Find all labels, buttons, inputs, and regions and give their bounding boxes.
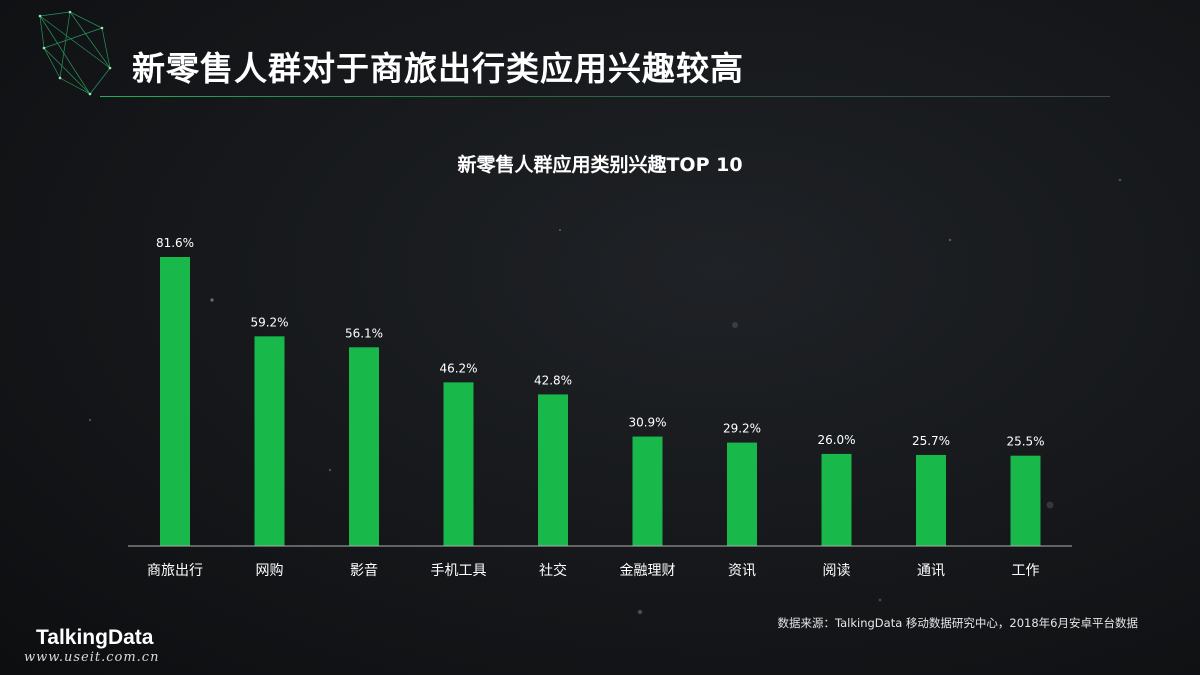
x-tick-label: 金融理财 [620,563,676,579]
x-tick-label: 商旅出行 [147,563,203,579]
bar [443,382,474,546]
x-tick-label: 手机工具 [431,563,487,579]
chart-title: 新零售人群应用类别兴趣TOP 10 [457,154,743,176]
brand-logo: TalkingData [36,626,154,649]
data-label: 30.9% [628,416,666,430]
data-label: 56.1% [345,326,383,340]
mesh-logo-decoration [38,10,112,96]
x-tick-label: 通讯 [917,563,945,579]
bar [1010,455,1041,546]
bar [538,394,568,546]
data-label: 46.2% [439,361,477,375]
source-note: 数据来源：TalkingData 移动数据研究中心，2018年6月安卓平台数据 [777,616,1138,630]
watermark: www.useit.com.cn [24,650,160,665]
bar [632,436,663,546]
title-divider [100,96,1110,97]
data-label: 29.2% [723,422,761,436]
data-label: 59.2% [250,315,288,329]
data-label: 42.8% [534,373,572,387]
bar [916,454,946,546]
bar [727,442,757,546]
data-label: 25.7% [912,434,950,448]
data-label: 25.5% [1006,435,1044,449]
bar [160,257,190,546]
x-tick-label: 资讯 [728,563,756,579]
bar [254,336,285,546]
page-title: 新零售人群对于商旅出行类应用兴趣较高 [132,49,744,88]
x-tick-label: 影音 [350,562,378,579]
x-tick-label: 工作 [1012,563,1040,579]
bar [349,347,379,546]
x-tick-label: 社交 [539,562,567,579]
x-tick-label: 阅读 [823,562,851,579]
data-label: 26.0% [817,433,855,447]
bar [821,453,852,546]
x-tick-label: 网购 [256,563,284,579]
data-label: 81.6% [156,236,194,250]
